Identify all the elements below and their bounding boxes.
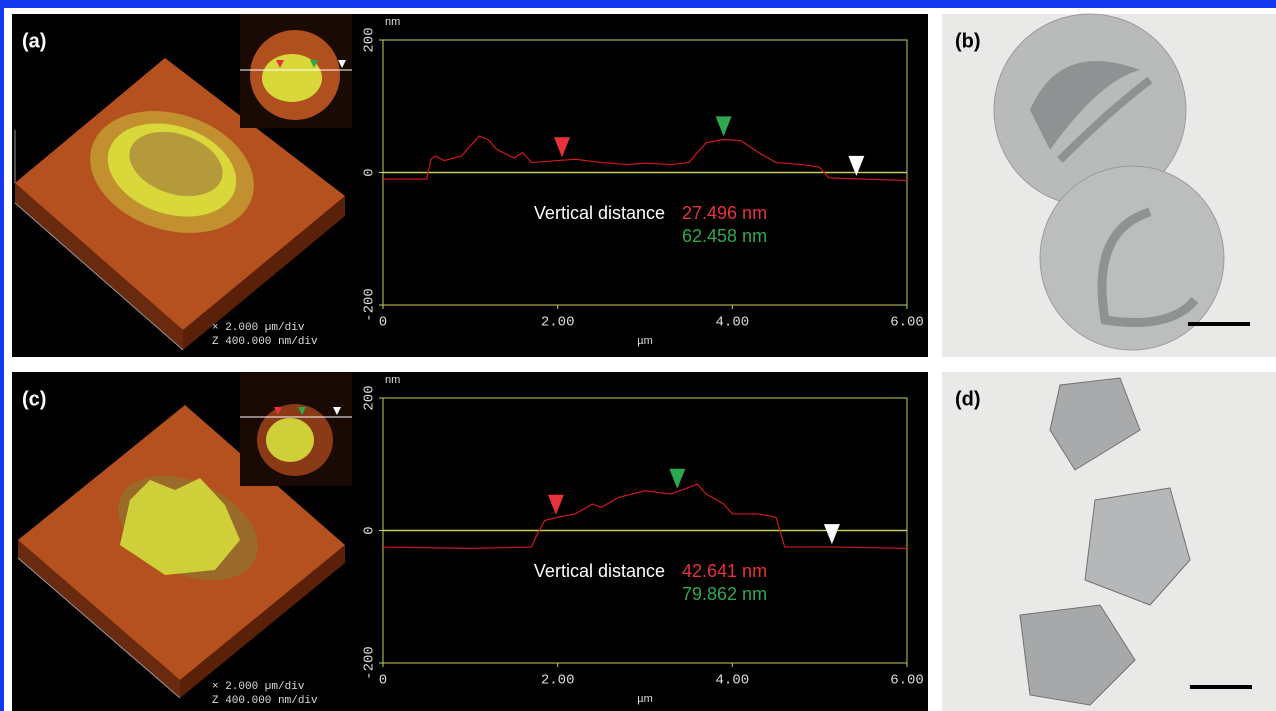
x-tick-label: 2.00 bbox=[541, 673, 575, 689]
annotation-title: Vertical distance bbox=[534, 203, 665, 223]
border-top bbox=[0, 0, 1276, 8]
annotation-value: 62.458 nm bbox=[682, 226, 767, 246]
annotation-title: Vertical distance bbox=[534, 561, 665, 581]
annotation-value: 27.496 nm bbox=[682, 203, 767, 223]
y-tick-label: 0 bbox=[362, 526, 378, 534]
border-left bbox=[0, 0, 4, 711]
x-tick-label: 0 bbox=[379, 315, 387, 331]
scale-note: Z 400.000 nm/div bbox=[212, 695, 318, 707]
scale-note: Z 400.000 nm/div bbox=[212, 336, 318, 348]
x-tick-label: 2.00 bbox=[541, 315, 575, 331]
y-tick-label: -200 bbox=[362, 288, 378, 322]
y-tick-label: -200 bbox=[362, 646, 378, 680]
scale-note: × 2.000 µm/div bbox=[212, 681, 305, 693]
figure: × 2.000 µm/div Z 400.000 nm/div × 2.000 … bbox=[0, 0, 1276, 711]
x-tick-label: 0 bbox=[379, 673, 387, 689]
x-axis-label: µm bbox=[637, 335, 653, 347]
inset-particle bbox=[266, 418, 314, 462]
annotation-value: 79.862 nm bbox=[682, 584, 767, 604]
panel-label: (c) bbox=[22, 388, 46, 410]
annotation-value: 42.641 nm bbox=[682, 561, 767, 581]
y-axis-label: nm bbox=[385, 16, 400, 28]
y-tick-label: 0 bbox=[362, 168, 378, 176]
x-tick-label: 6.00 bbox=[890, 315, 924, 331]
x-tick-label: 4.00 bbox=[716, 673, 750, 689]
x-axis-label: µm bbox=[637, 693, 653, 705]
scale-bar bbox=[1190, 685, 1252, 689]
panel-label: (a) bbox=[22, 30, 46, 52]
page: AFM profiles and TEM images {"panel_labe… bbox=[0, 0, 1276, 711]
panel-label: (b) bbox=[955, 30, 981, 52]
x-tick-label: 4.00 bbox=[716, 315, 750, 331]
x-tick-label: 6.00 bbox=[890, 673, 924, 689]
y-tick-label: 200 bbox=[362, 27, 378, 52]
body: × 2.000 µm/div Z 400.000 nm/div × 2.000 … bbox=[0, 0, 1276, 711]
y-axis-label: nm bbox=[385, 374, 400, 386]
scale-bar bbox=[1188, 322, 1250, 326]
panel-label: (d) bbox=[955, 388, 981, 410]
scale-note: × 2.000 µm/div bbox=[212, 322, 305, 334]
y-tick-label: 200 bbox=[362, 385, 378, 410]
